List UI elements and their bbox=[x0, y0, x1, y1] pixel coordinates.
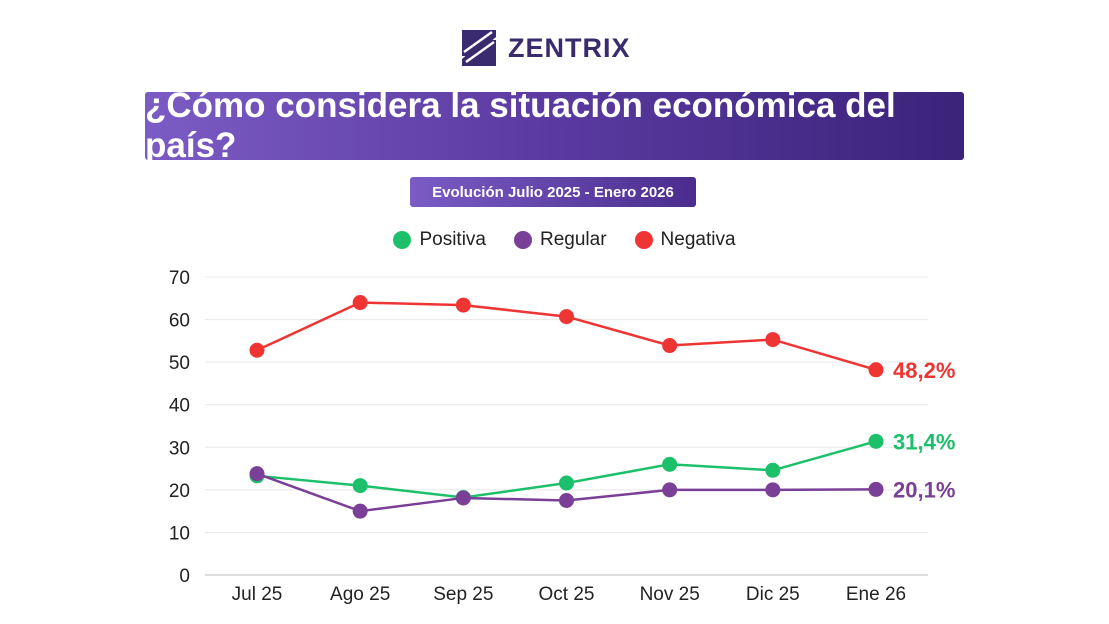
x-tick-label: Oct 25 bbox=[539, 584, 595, 605]
legend-marker bbox=[393, 231, 412, 249]
end-value-label-negativa: 48,2% bbox=[893, 358, 955, 383]
data-point-regular bbox=[868, 481, 884, 497]
brand-name: ZENTRIX bbox=[508, 32, 631, 63]
chart-title: ¿Cómo considera la situación económica d… bbox=[145, 86, 964, 165]
legend-label: Positiva bbox=[419, 229, 486, 250]
data-point-negativa bbox=[868, 362, 884, 378]
chart-subtitle: Evolución Julio 2025 - Enero 2026 bbox=[410, 177, 696, 207]
legend-item-regular: Regular bbox=[513, 229, 607, 251]
data-point-negativa bbox=[455, 297, 471, 313]
y-tick-label: 30 bbox=[169, 438, 190, 459]
y-tick-label: 10 bbox=[169, 523, 190, 544]
x-tick-label: Nov 25 bbox=[640, 584, 700, 605]
data-point-positiva bbox=[765, 462, 781, 478]
data-point-negativa bbox=[559, 309, 574, 325]
zentrix-logo-icon bbox=[462, 30, 496, 66]
data-point-regular bbox=[559, 493, 574, 508]
legend-item-positiva: Positiva bbox=[393, 229, 486, 251]
chart-legend: Positiva Regular Negativa bbox=[0, 228, 1109, 252]
brand-logo: ZENTRIX bbox=[460, 22, 631, 74]
data-point-regular bbox=[455, 490, 471, 506]
y-tick-label: 0 bbox=[179, 566, 190, 587]
data-point-regular bbox=[249, 466, 265, 482]
x-tick-label: Sep 25 bbox=[433, 584, 493, 605]
data-point-regular bbox=[352, 503, 368, 519]
legend-marker bbox=[513, 231, 532, 249]
x-tick-label: Ago 25 bbox=[330, 584, 390, 605]
data-point-negativa bbox=[249, 342, 265, 358]
y-tick-label: 60 bbox=[169, 311, 190, 332]
data-point-negativa bbox=[662, 338, 678, 354]
x-tick-label: Dic 25 bbox=[746, 584, 800, 605]
end-value-label-regular: 20,1% bbox=[893, 477, 955, 502]
data-point-positiva bbox=[662, 456, 678, 472]
legend-label: Regular bbox=[539, 229, 607, 250]
data-point-negativa bbox=[352, 295, 368, 311]
x-tick-label: Jul 25 bbox=[232, 584, 283, 605]
y-tick-label: 50 bbox=[169, 353, 190, 374]
end-value-label-positiva: 31,4% bbox=[893, 429, 955, 454]
data-point-positiva bbox=[352, 478, 368, 494]
data-point-regular bbox=[765, 482, 781, 498]
legend-label: Negativa bbox=[660, 229, 736, 250]
y-tick-label: 20 bbox=[169, 481, 190, 502]
x-tick-label: Ene 26 bbox=[846, 584, 906, 605]
data-point-regular bbox=[662, 482, 678, 498]
legend-item-negativa: Negativa bbox=[634, 229, 736, 251]
y-tick-label: 40 bbox=[169, 396, 190, 417]
data-point-negativa bbox=[765, 332, 781, 348]
data-point-positiva bbox=[868, 433, 884, 449]
y-tick-label: 70 bbox=[169, 268, 190, 289]
data-point-positiva bbox=[559, 475, 574, 491]
legend-marker bbox=[634, 231, 653, 249]
